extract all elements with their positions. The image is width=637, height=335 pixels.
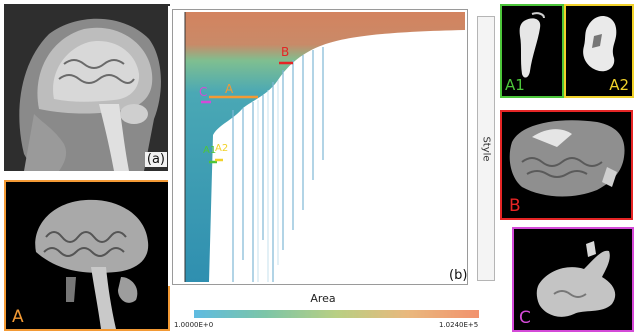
segment-A1-drawing [502, 6, 562, 96]
panel-b-tag: (b) [449, 268, 468, 283]
segment-A2-drawing [566, 6, 632, 96]
component-tree-plot[interactable]: B C A A1 A2 (b) [172, 9, 468, 285]
colorbar-gradient [194, 310, 479, 318]
segment-C-drawing [514, 229, 632, 330]
segment-A1-image: A1 [500, 4, 564, 98]
marker-C: C [199, 85, 208, 99]
marker-A2: A2 [215, 143, 229, 154]
mri-input-image: (a) [4, 4, 170, 171]
component-tree-drawing [173, 10, 467, 284]
marker-A: A [225, 82, 234, 96]
segment-A-tag: A [12, 307, 24, 327]
colorbar-max-label: 1.0240E+5 [439, 321, 479, 329]
tree-viewer: B C A A1 A2 (b) Style [168, 6, 498, 286]
colorbar-min-label: 1.0000E+0 [174, 321, 214, 329]
segment-A-drawing [6, 182, 168, 329]
segment-C-image: C [512, 227, 634, 332]
segment-C-tag: C [519, 308, 531, 328]
area-colorbar: Area 1.0000E+0 1.0240E+5 [168, 290, 498, 335]
marker-B: B [281, 45, 290, 59]
marker-A1: A1 [203, 145, 217, 156]
mri-sagittal-drawing [4, 4, 170, 171]
colorbar-title: Area [310, 292, 336, 305]
segment-B-tag: B [509, 196, 521, 216]
segment-A1-tag: A1 [505, 76, 525, 94]
segment-B-image: B [500, 110, 633, 220]
style-label: Style [480, 135, 492, 162]
panel-a-tag: (a) [144, 152, 167, 167]
segment-A2-tag: A2 [609, 76, 629, 94]
segment-A2-image: A2 [564, 4, 634, 98]
segment-A-image: A [4, 180, 170, 331]
style-side-panel[interactable]: Style [477, 16, 495, 281]
segment-B-drawing [502, 112, 631, 218]
